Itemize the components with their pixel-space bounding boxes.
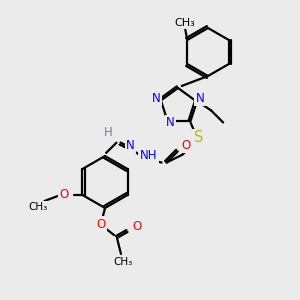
Text: S: S xyxy=(194,130,203,145)
Text: CH₃: CH₃ xyxy=(113,257,133,267)
Text: N: N xyxy=(196,92,205,105)
Text: N: N xyxy=(126,139,135,152)
Text: NH: NH xyxy=(140,149,157,162)
Text: O: O xyxy=(96,218,106,230)
Text: N: N xyxy=(166,116,175,129)
Text: CH₃: CH₃ xyxy=(175,18,196,28)
Text: CH₃: CH₃ xyxy=(29,202,48,212)
Text: N: N xyxy=(152,92,160,105)
Text: O: O xyxy=(132,220,142,233)
Text: H: H xyxy=(104,126,113,139)
Text: O: O xyxy=(60,188,69,200)
Text: O: O xyxy=(181,139,190,152)
